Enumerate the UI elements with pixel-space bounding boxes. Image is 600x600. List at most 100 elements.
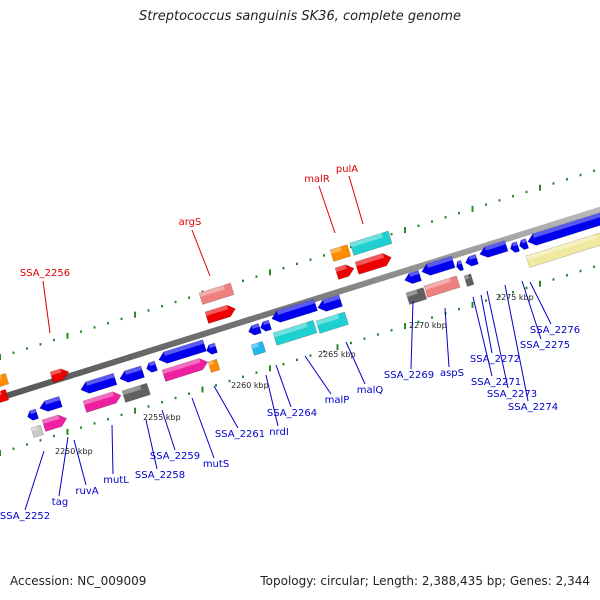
gene-arrow [27, 408, 39, 421]
gene-arrow [334, 264, 355, 280]
gene-label-bottom: SSA_2264 [267, 408, 317, 419]
gene-arrow [317, 294, 343, 312]
callout-line [480, 294, 493, 354]
callout-line [486, 290, 509, 389]
gene-arrow [421, 255, 456, 276]
gene-label-bottom: mutS [203, 459, 229, 470]
gene-label-bottom: SSA_2271 [471, 377, 521, 388]
gene-arrow [405, 287, 428, 305]
accession-text: Accession: NC_009009 [10, 574, 147, 588]
gene-arrow [519, 238, 530, 250]
gene-arrow [260, 319, 272, 332]
gene-arrow [315, 311, 349, 334]
gene-label-bottom: SSA_2276 [530, 325, 580, 336]
callout-line [521, 280, 542, 340]
gene-arrow [161, 358, 209, 382]
gene-features [0, 211, 600, 438]
tick-marks [0, 169, 595, 456]
callout-line [275, 364, 292, 408]
gene-arrow [404, 269, 422, 284]
gene-arrow [525, 231, 600, 268]
gene-arrow [248, 323, 262, 336]
callout-line [111, 424, 114, 475]
gene-arrow [527, 211, 600, 246]
callout-line [42, 280, 51, 334]
gene-arrow [272, 320, 318, 346]
gene-label-bottom: malP [325, 395, 350, 406]
gene-label-bottom: SSA_2274 [508, 402, 558, 413]
gene-label-bottom: SSA_2272 [470, 354, 520, 365]
gene-label-bottom: SSA_2252 [0, 511, 50, 522]
callout-line [213, 385, 239, 429]
callout-line [348, 175, 364, 225]
callout-line [504, 284, 529, 402]
gene-label-bottom: SSA_2273 [487, 389, 537, 400]
gene-label-bottom: SSA_2275 [520, 340, 570, 351]
gene-arrow [146, 360, 158, 373]
gene-label-bottom: SSA_2258 [135, 470, 185, 481]
gene-arrow [456, 259, 465, 272]
gene-arrow [250, 341, 267, 356]
gene-label-bottom: SSA_2259 [150, 451, 200, 462]
gene-label-bottom: ruvA [75, 486, 98, 497]
gene-arrow [204, 304, 236, 324]
gene-arrow [80, 372, 118, 394]
gene-arrow [329, 244, 352, 262]
gene-arrow [423, 275, 461, 298]
callout-line [73, 439, 87, 486]
gene-arrow [82, 391, 122, 413]
callout-line [24, 450, 45, 511]
scale-label: 2270 kbp [409, 321, 447, 330]
callout-line [318, 185, 336, 234]
callout-line [410, 300, 414, 370]
gene-arrow [121, 382, 151, 403]
gene-arrow [465, 254, 479, 267]
map-title: Streptococcus sanguinis SK36, complete g… [139, 9, 461, 24]
gene-arrow [349, 230, 393, 256]
gene-label-bottom: tag [52, 497, 68, 508]
gene-label-bottom: mutL [103, 475, 129, 486]
gene-arrow [207, 358, 221, 373]
gene-arrow [0, 389, 10, 404]
callout-line [58, 436, 69, 497]
callout-line [145, 419, 158, 470]
gene-arrow [39, 396, 63, 412]
gene-arrow [119, 365, 145, 383]
gene-arrow [354, 253, 392, 275]
scale-label: 2275 kbp [496, 293, 534, 302]
gene-arrow [41, 414, 68, 432]
callout-line [472, 296, 493, 377]
callout-line [444, 307, 450, 368]
scale-label: 2250 kbp [55, 447, 93, 456]
callout-line [529, 281, 552, 325]
callout-line [191, 229, 211, 277]
scale-label: 2255 kbp [143, 413, 181, 422]
gene-label-bottom: malQ [357, 385, 384, 396]
gene-arrow [479, 240, 509, 258]
gene-arrow [158, 339, 207, 364]
gene-label-top: SSA_2256 [20, 268, 70, 279]
callout-line [265, 374, 279, 427]
gene-label-top: malR [304, 174, 330, 185]
scale-label: 2260 kbp [231, 381, 269, 390]
callout-line [161, 409, 176, 451]
genome-summary: Topology: circular; Length: 2,388,435 bp… [260, 574, 590, 588]
gene-label-bottom: aspS [440, 368, 464, 379]
gene-arrow [271, 298, 318, 323]
gene-arrow [463, 273, 475, 287]
scale-label: 2265 kbp [318, 350, 356, 359]
gene-label-bottom: SSA_2269 [384, 370, 434, 381]
gene-label-bottom: SSA_2261 [215, 429, 265, 440]
gene-arrow [198, 282, 235, 305]
gene-label-bottom: nrdI [269, 427, 289, 438]
gene-arrow [30, 424, 44, 438]
gene-label-top: pulA [336, 164, 358, 175]
gene-arrow [49, 368, 70, 383]
scale-labels: 2250 kbp 2255 kbp 2260 kbp 2265 kbp 2270 kbp… [55, 293, 534, 456]
gene-arrow [0, 373, 10, 388]
callout-line [304, 355, 332, 395]
callout-line [345, 341, 366, 385]
gene-arrow [510, 241, 521, 253]
